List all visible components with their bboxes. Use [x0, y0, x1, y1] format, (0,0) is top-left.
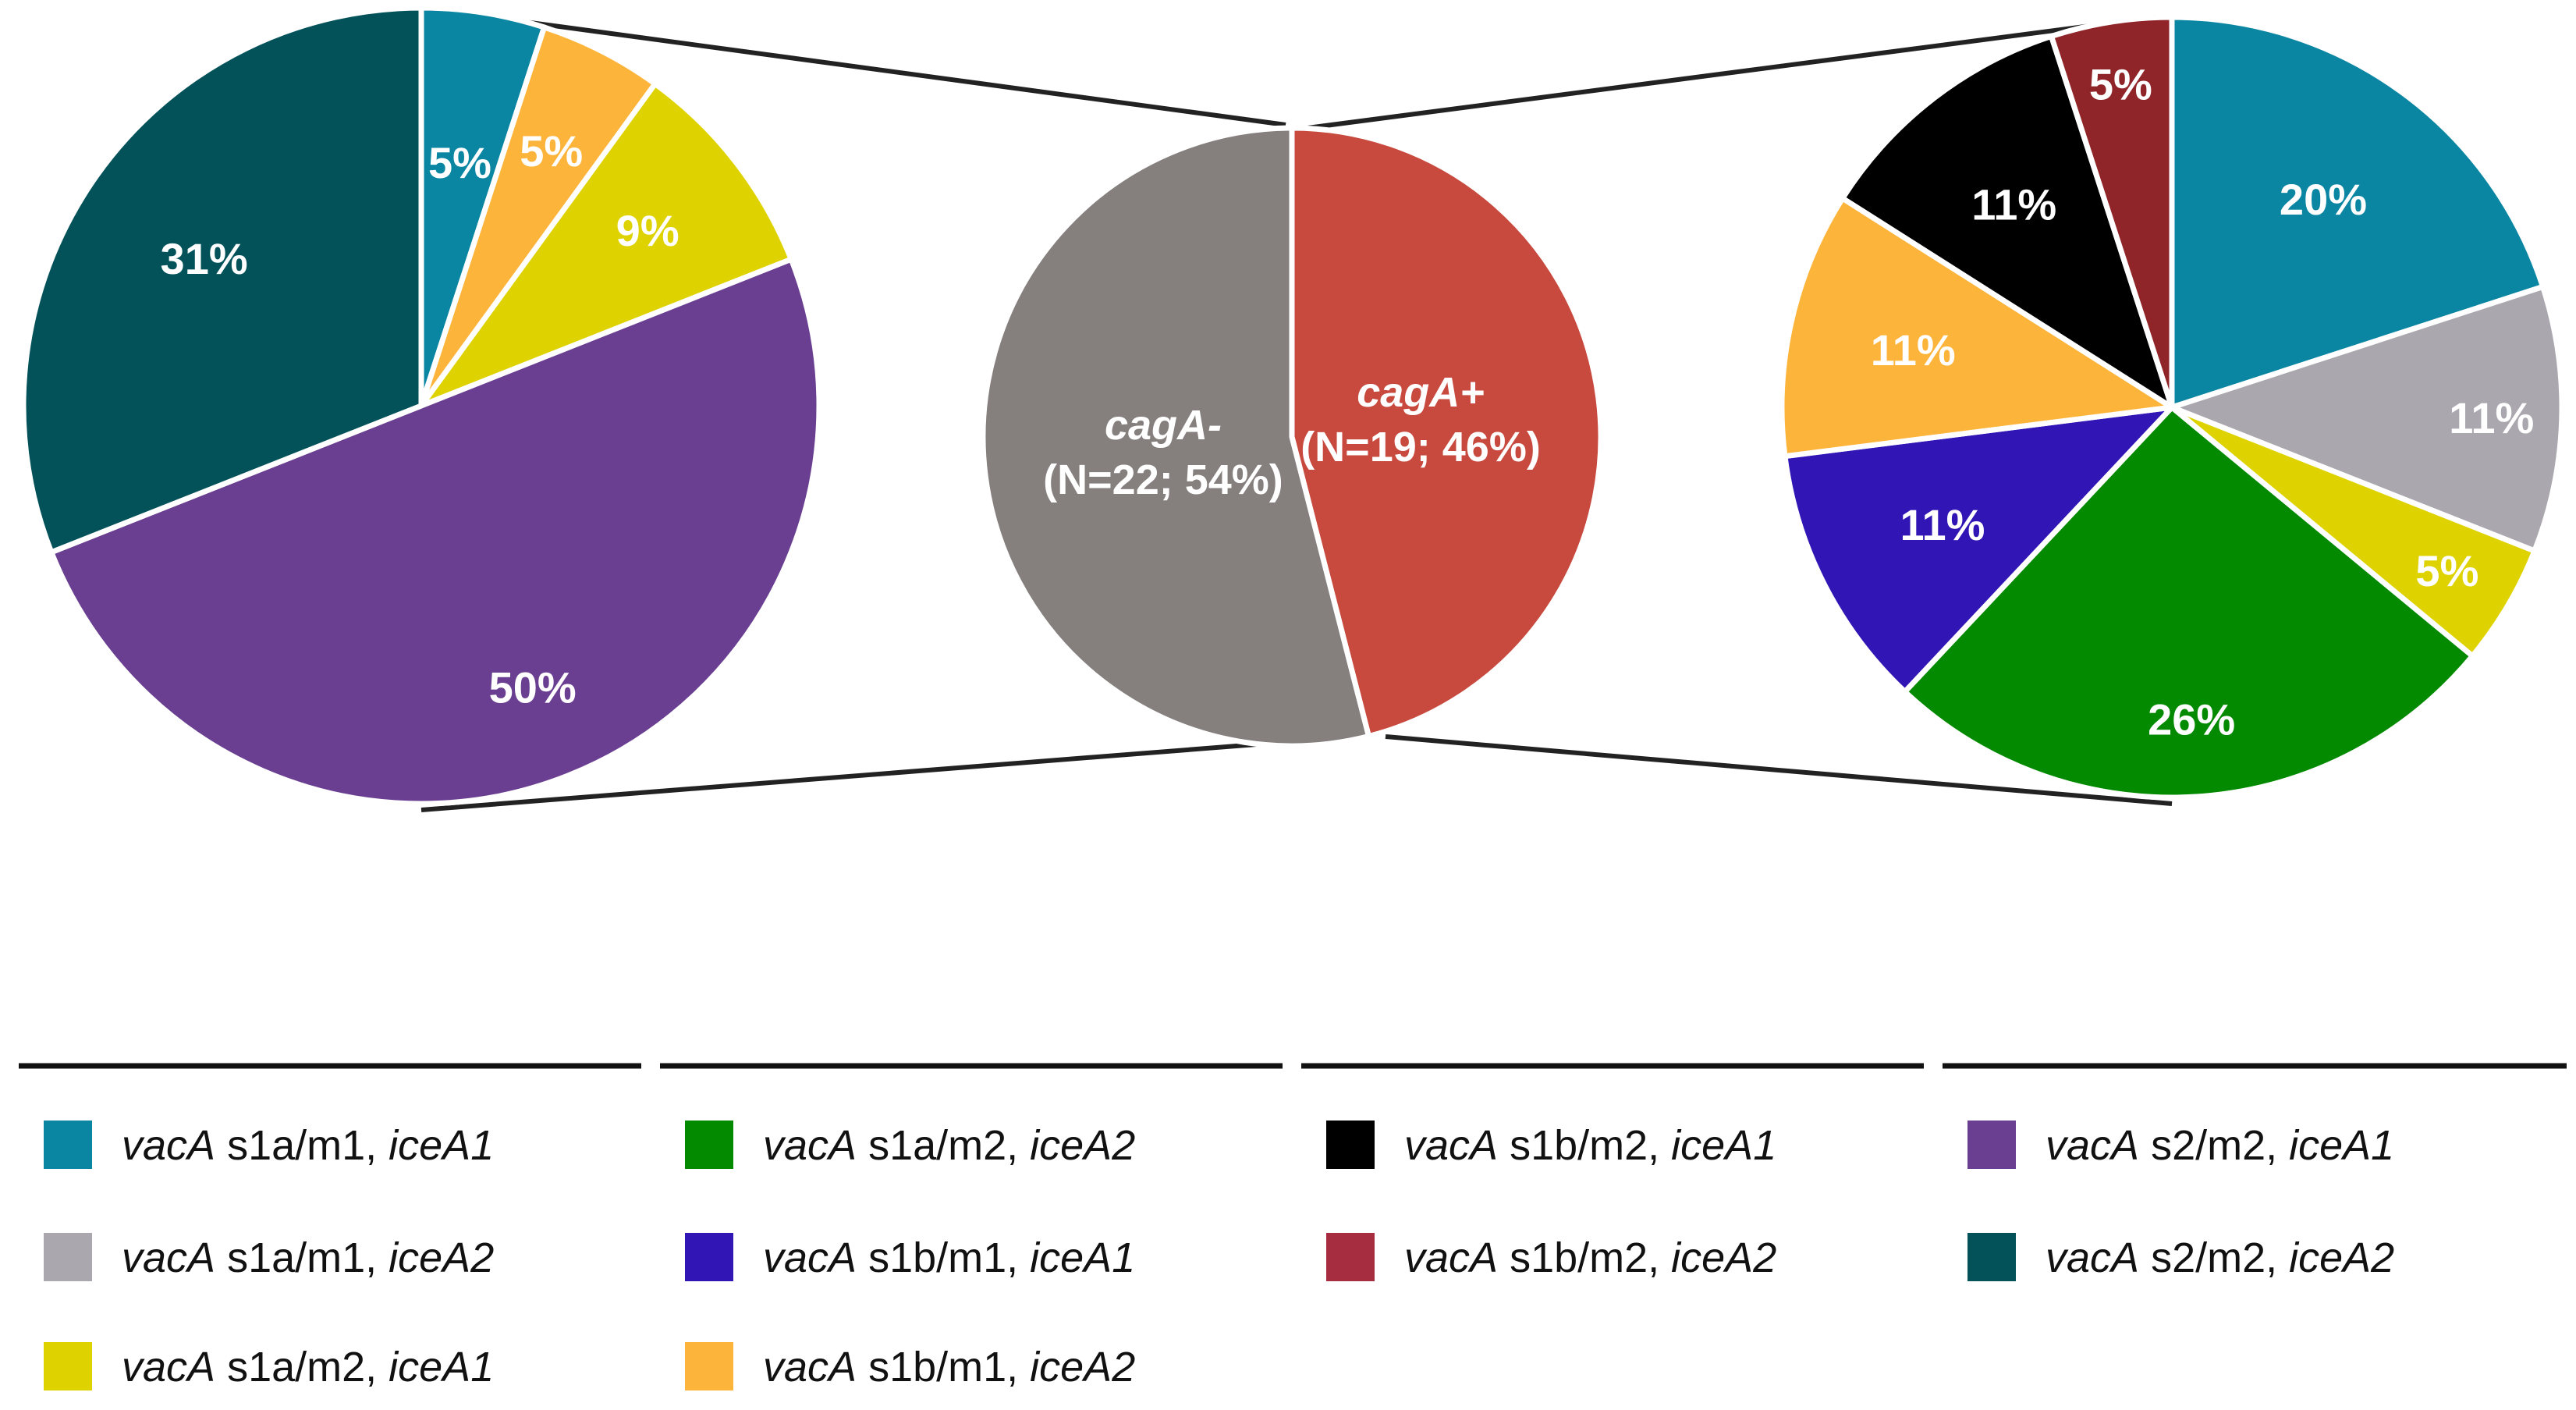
slice-label: 5%: [2415, 546, 2478, 595]
pie-slice-vaca-s1a-m2-icea1: [418, 80, 794, 409]
legend-swatch: [685, 1342, 733, 1390]
legend-swatch: [44, 1342, 92, 1390]
slice-label: 5%: [520, 126, 583, 176]
legend-item-vaca-s1b-m1-icea2: vacA s1b/m1, iceA2: [685, 1342, 1135, 1390]
legend-item-vaca-s1a-m2-icea1: vacA s1a/m2, iceA1: [44, 1342, 494, 1390]
slice-label: 20%: [2280, 175, 2367, 224]
legend-swatch: [44, 1121, 92, 1169]
legend-item-vaca-s2-m2-icea2: vacA s2/m2, iceA2: [1967, 1233, 2394, 1281]
legend-item-vaca-s1b-m1-icea1: vacA s1b/m1, iceA1: [685, 1233, 1135, 1281]
slice-label: 5%: [2089, 59, 2152, 108]
legend-label: vacA s1a/m1, iceA2: [122, 1234, 494, 1281]
slice-label: 31%: [161, 234, 248, 283]
slice-label: 5%: [428, 138, 491, 187]
legend-item-vaca-s1a-m2-icea2: vacA s1a/m2, iceA2: [685, 1121, 1135, 1169]
legend-item-vaca-s1b-m2-icea2: vacA s1b/m2, iceA2: [1326, 1233, 1776, 1281]
pie-cagA-positive: 20% 11% 5% 26% 11% 11% 11% 5%: [1779, 14, 2565, 801]
legend-label: vacA s1b/m1, iceA2: [763, 1344, 1135, 1390]
pie-slice-vaca-s1b-m2-icea2: [2048, 14, 2175, 410]
slice-label: 50%: [489, 663, 577, 712]
zoom-connector-lines: [420, 5, 2173, 812]
connector-line: [420, 5, 1286, 127]
pie-slice-vaca-s1a-m1-icea2: [2169, 283, 2565, 554]
legend-item-vaca-s1a-m1-icea1: vacA s1a/m1, iceA1: [44, 1121, 494, 1169]
pie-slice-vaca-s1b-m2-icea1: [1840, 33, 2175, 410]
legend-swatch: [685, 1121, 733, 1169]
legend-swatch: [1967, 1121, 2016, 1169]
legend-label: vacA s1b/m2, iceA1: [1404, 1122, 1776, 1169]
legend-label: vacA s1a/m2, iceA1: [122, 1344, 494, 1390]
legend-label: vacA s2/m2, iceA2: [2046, 1234, 2394, 1281]
legend-item-vaca-s2-m2-icea1: vacA s2/m2, iceA1: [1967, 1121, 2394, 1169]
slice-label-count: (N=22; 54%): [1043, 456, 1283, 503]
legend-label: vacA s2/m2, iceA1: [2046, 1122, 2394, 1169]
slice-label-count: (N=19; 46%): [1300, 424, 1541, 471]
legend-label: vacA s1a/m1, iceA1: [122, 1122, 494, 1169]
legend-item-vaca-s1b-m2-icea1: vacA s1b/m2, iceA1: [1326, 1121, 1776, 1169]
pie-slice-vaca-s1a-m2-icea2: [1902, 404, 2475, 801]
legend: vacA s1a/m1, iceA1 vacA s1a/m1, iceA2 vacA…: [19, 1063, 2567, 1390]
legend-swatch: [1967, 1233, 2016, 1281]
slice-label: 26%: [2148, 694, 2235, 744]
pie-slice-caga: [1289, 125, 1604, 740]
slice-label: 11%: [1871, 325, 1956, 375]
connector-line: [1307, 15, 2157, 130]
legend-item-vaca-s1a-m1-icea2: vacA s1a/m1, iceA2: [44, 1233, 494, 1281]
connector-line: [420, 734, 1357, 812]
pie-slice-vaca-s1b-m1-icea2: [1779, 195, 2175, 460]
pie-slice-vaca-s1b-m1-icea1: [1782, 404, 2175, 694]
legend-label: vacA s1b/m1, iceA1: [763, 1234, 1135, 1281]
connector-line: [1385, 734, 2173, 806]
slice-label: 11%: [1900, 500, 1985, 549]
legend-swatch: [1326, 1233, 1375, 1281]
slice-label-title: cagA-: [1105, 402, 1222, 449]
legend-swatch: [44, 1233, 92, 1281]
pie-cagA-negative: 5% 5% 9% 50% 31%: [20, 5, 822, 807]
legend-swatch: [685, 1233, 733, 1281]
slice-label: 11%: [2449, 393, 2534, 442]
slice-label: 9%: [616, 206, 679, 255]
slice-label: 11%: [1971, 179, 2056, 229]
pie-slice-vaca-s2-m2-icea2: [20, 5, 424, 556]
legend-label: vacA s1a/m2, iceA2: [763, 1122, 1135, 1169]
pie-slice-caga: [980, 125, 1371, 749]
pie-slice-vaca-s1a-m1-icea1: [2169, 14, 2546, 410]
legend-swatch: [1326, 1121, 1375, 1169]
pie-slice-vaca-s2-m2-icea1: [48, 256, 822, 807]
pie-cagA-status: cagA+ (N=19; 46%) cagA- (N=22; 54%): [980, 125, 1604, 749]
legend-label: vacA s1b/m2, iceA2: [1404, 1234, 1776, 1281]
slice-label-title: cagA+: [1357, 369, 1485, 416]
